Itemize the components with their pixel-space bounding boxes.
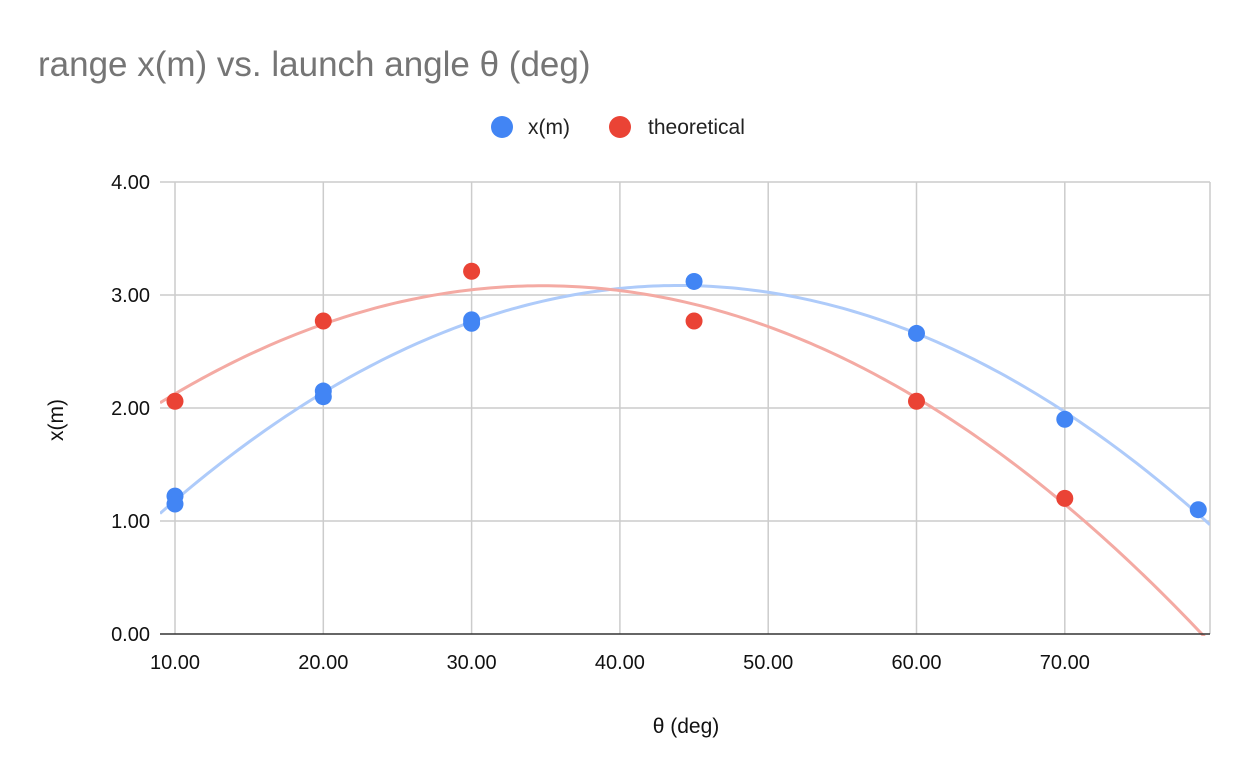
data-point-series-1	[314, 312, 332, 330]
legend-marker	[609, 116, 631, 138]
x-tick-label: 30.00	[447, 652, 497, 674]
y-tick-label: 1.00	[111, 511, 150, 533]
data-point-series-0	[1056, 410, 1074, 428]
y-axis-label: x(m)	[45, 399, 68, 441]
data-points	[166, 262, 1207, 519]
data-point-series-0	[1189, 501, 1207, 519]
data-point-series-1	[685, 312, 703, 330]
tick-labels: 0.00 1.00 2.00 3.00 4.00 10.00 20.00 30.00 40.00…	[111, 172, 1090, 674]
data-point-series-0	[314, 388, 332, 406]
x-tick-label: 40.00	[595, 652, 645, 674]
data-point-series-1	[908, 392, 925, 410]
data-point-series-0	[685, 272, 703, 290]
legend-marker	[491, 116, 513, 138]
data-point-series-1	[166, 392, 184, 410]
trendline-0	[160, 283, 1210, 526]
legend: x(m) theoretical	[491, 116, 745, 139]
data-point-series-0	[908, 324, 925, 342]
data-point-series-1	[1056, 489, 1074, 507]
x-tick-label: 10.00	[150, 652, 200, 674]
chart-title: range x(m) vs. launch angle θ (deg)	[38, 45, 591, 84]
trendline-1	[160, 284, 1206, 636]
x-tick-label: 60.00	[891, 652, 941, 674]
x-tick-label: 70.00	[1040, 652, 1090, 674]
trendlines	[160, 283, 1210, 636]
y-tick-label: 2.00	[111, 398, 150, 420]
data-point-series-1	[463, 262, 481, 280]
y-tick-label: 0.00	[111, 624, 150, 646]
gridlines	[160, 181, 1211, 634]
y-tick-label: 4.00	[111, 172, 150, 194]
x-tick-label: 50.00	[743, 652, 793, 674]
legend-label: x(m)	[528, 116, 570, 139]
data-point-series-0	[166, 495, 184, 513]
legend-label: theoretical	[648, 116, 745, 139]
y-tick-label: 3.00	[111, 285, 150, 307]
data-point-series-0	[463, 314, 481, 332]
x-axis-label: θ (deg)	[653, 715, 720, 738]
x-tick-label: 20.00	[298, 652, 348, 674]
